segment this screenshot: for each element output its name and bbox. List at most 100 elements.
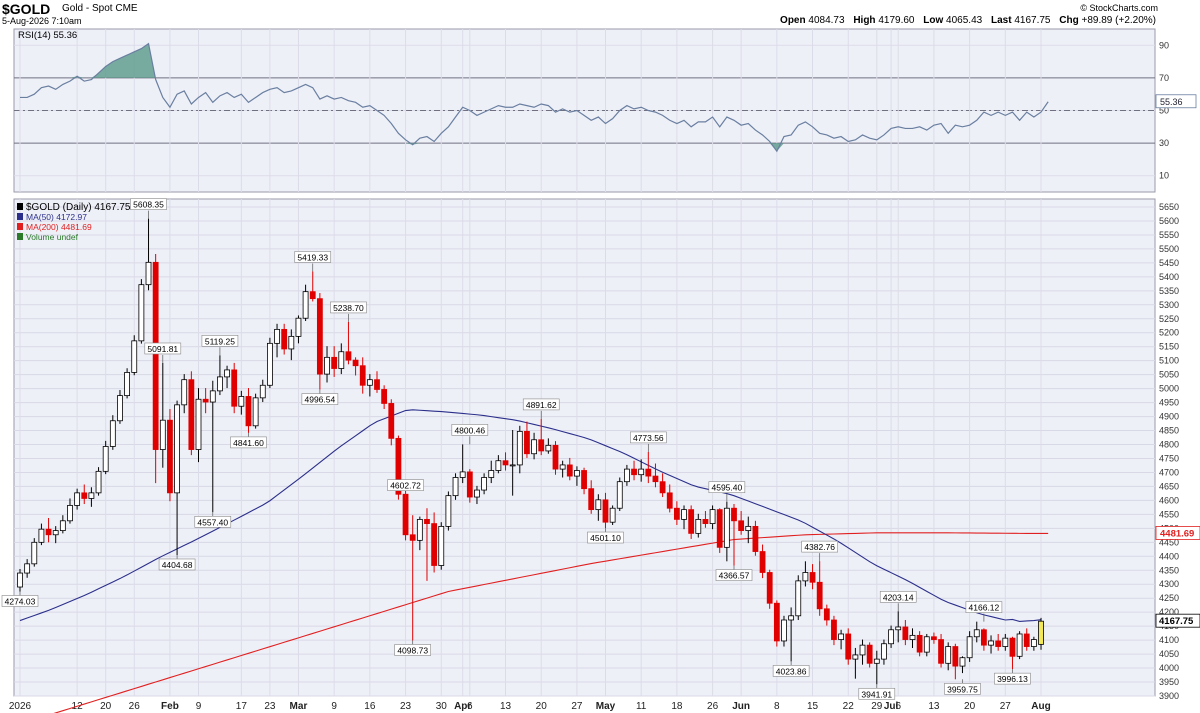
candle-body	[352, 359, 359, 367]
x-axis-label: Jun	[732, 701, 750, 712]
annotation-box	[801, 540, 838, 553]
candle-body	[752, 525, 759, 552]
annotation-label: 5608.35	[133, 200, 164, 210]
x-axis-label: 15	[807, 701, 819, 712]
annotation-box	[858, 687, 896, 700]
candle-body	[638, 468, 645, 476]
annotation-label: 4382.76	[804, 542, 835, 552]
candle-body	[588, 488, 595, 511]
exchange-text: CME	[115, 3, 138, 14]
price-legend-entry: MA(200) 4481.69	[26, 222, 92, 232]
x-axis-label: 13	[500, 701, 512, 712]
x-axis-label: 20	[100, 701, 112, 712]
candle-body	[252, 397, 259, 427]
x-axis-label: 20	[536, 701, 548, 712]
symbol-title: $GOLD	[2, 1, 51, 17]
x-axis-label: 30	[436, 701, 448, 712]
candle-body	[845, 633, 852, 660]
annotation-label: 4501.10	[590, 533, 621, 543]
price-tick-label: 5100	[1159, 356, 1179, 366]
high-value: 4179.60	[878, 15, 915, 26]
price-tick-label: 4450	[1159, 537, 1179, 547]
candle-body	[38, 528, 45, 543]
candle-body	[209, 390, 216, 403]
candle-body	[416, 519, 423, 541]
price-legend-entry: $GOLD (Daily) 4167.75	[26, 202, 131, 213]
candle-body	[988, 640, 994, 646]
candle-body	[445, 495, 452, 527]
x-axis-label: 22	[843, 701, 855, 712]
candle-body	[374, 379, 380, 390]
x-axis-label: 13	[928, 701, 940, 712]
annotation-label: 4800.46	[454, 425, 485, 435]
candle-body	[174, 404, 180, 494]
candle-body	[331, 356, 338, 369]
candle-body	[788, 615, 795, 621]
candle-body	[802, 572, 809, 582]
candle-body	[973, 629, 980, 638]
rsi-tick-label: 50	[1159, 106, 1169, 116]
price-tick-label: 5500	[1159, 244, 1179, 254]
price-tick-label: 4050	[1159, 649, 1179, 659]
candle-body	[359, 365, 366, 386]
candle-body	[1002, 637, 1009, 647]
candle-body	[424, 519, 430, 524]
x-axis-label: 6	[895, 701, 901, 712]
candle-body	[152, 261, 159, 450]
candle-body	[345, 351, 352, 361]
candle-body	[488, 470, 495, 478]
x-axis-label: Aug	[1031, 701, 1050, 712]
rsi-oversold-fill	[405, 143, 420, 145]
candle-body	[52, 530, 59, 536]
candle-body	[238, 396, 245, 407]
annotation-label: 4098.73	[397, 645, 428, 655]
legend-swatch	[17, 213, 23, 220]
candle-body	[1016, 633, 1023, 657]
annotation-label: 4773.56	[633, 433, 664, 443]
price-tick-label: 5200	[1159, 328, 1179, 338]
annotation-box	[944, 683, 981, 695]
candle-body	[366, 379, 373, 386]
candle-body	[67, 505, 73, 522]
candle-body	[438, 525, 445, 566]
candle-body	[59, 520, 66, 531]
annotation-label: 5419.33	[297, 252, 328, 262]
candle-body	[509, 464, 516, 467]
candle-body	[888, 629, 894, 645]
ma50-line	[19, 409, 1042, 622]
candle-body	[145, 261, 152, 286]
price-tick-label: 4950	[1159, 398, 1179, 408]
price-tick-label: 4600	[1159, 495, 1179, 505]
candle-body	[431, 523, 438, 566]
annotation-label: 4166.12	[969, 603, 1000, 613]
candle-body	[531, 439, 537, 455]
ma200-value-tag: 4481.69	[1160, 528, 1194, 539]
candle-body	[109, 420, 116, 447]
price-tick-label: 3900	[1159, 691, 1179, 701]
candle-body	[181, 379, 188, 406]
price-tick-label: 4900	[1159, 412, 1179, 422]
price-tick-label: 5350	[1159, 286, 1179, 296]
candle-body	[852, 654, 859, 660]
x-axis-label: May	[596, 701, 616, 712]
x-axis-label: 29	[871, 701, 883, 712]
candle-body	[781, 619, 787, 642]
annotation-label: 4404.68	[162, 560, 193, 570]
price-tick-label: 5300	[1159, 300, 1179, 310]
candle-body	[295, 317, 302, 337]
rsi-overbought-fill	[91, 43, 156, 78]
low-value: 4065.43	[946, 15, 983, 26]
ohlc-readout: Open 4084.73 High 4179.60 Low 4065.43 La…	[774, 15, 1156, 26]
candle-body	[759, 551, 766, 573]
candle-body	[645, 468, 652, 477]
candle-body	[502, 460, 509, 466]
description-text: Gold - Spot	[62, 3, 113, 14]
x-axis-label: 23	[264, 701, 276, 712]
open-value: 4084.73	[808, 15, 845, 26]
candle-body	[245, 396, 252, 427]
x-axis-label: 27	[571, 701, 583, 712]
price-tick-label: 3950	[1159, 677, 1179, 687]
candle-body	[466, 471, 473, 498]
annotation-label: 3941.91	[861, 689, 892, 699]
open-label: Open	[780, 15, 806, 26]
